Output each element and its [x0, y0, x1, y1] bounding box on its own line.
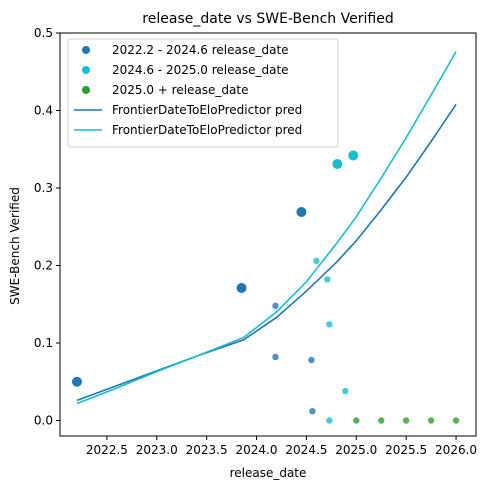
legend-marker	[82, 86, 90, 94]
prediction-line	[76, 51, 457, 405]
legend-label: FrontierDateToEloPredictor pred	[112, 123, 302, 137]
x-tick-label: 2026.0	[435, 443, 477, 457]
legend-marker	[82, 46, 90, 54]
data-point	[71, 376, 82, 387]
data-point	[353, 417, 360, 424]
data-point	[309, 408, 316, 415]
data-point	[427, 417, 435, 424]
legend-label: FrontierDateToEloPredictor pred	[112, 103, 302, 117]
data-point	[272, 353, 279, 361]
data-point	[348, 150, 359, 161]
legend-label: 2025.0 + release_date	[112, 83, 249, 97]
x-tick-label: 2025.5	[385, 443, 427, 457]
data-point	[378, 417, 385, 424]
plot-frame	[59, 32, 477, 437]
data-point	[313, 257, 320, 265]
x-tick-label: 2022.5	[86, 443, 128, 457]
legend-label: 2022.2 - 2024.6 release_date	[112, 43, 289, 57]
y-tick-label: 0.4	[34, 104, 53, 118]
data-point	[296, 207, 307, 218]
legend: 2022.2 - 2024.6 release_date 2024.6 - 202…	[67, 38, 339, 148]
chart-title: release_date vs SWE-Bench Verified	[142, 11, 393, 27]
data-point	[308, 356, 315, 364]
y-tick-label: 0.5	[34, 26, 53, 40]
data-point	[236, 282, 247, 293]
x-tick-label: 2023.5	[186, 443, 228, 457]
data-point	[326, 321, 333, 328]
data-point	[342, 387, 349, 395]
y-tick-label: 0.1	[34, 336, 53, 350]
plot-area	[71, 51, 460, 424]
x-tick-label: 2024.5	[285, 443, 327, 457]
y-tick-label: 0.0	[34, 414, 53, 428]
axis-ticks: 2022.5 2023.0 2023.5 2024.0 2024.5 2025.0 2025…	[34, 26, 477, 457]
legend-box	[67, 38, 339, 148]
data-point	[402, 417, 410, 424]
x-tick-label: 2024.0	[236, 443, 278, 457]
x-tick-label: 2025.0	[335, 443, 377, 457]
data-point	[332, 158, 343, 169]
legend-label: 2024.6 - 2025.0 release_date	[112, 63, 289, 77]
x-axis-label: release_date	[230, 466, 307, 480]
data-point	[452, 417, 460, 424]
y-tick-label: 0.3	[34, 181, 53, 195]
legend-marker	[82, 66, 90, 74]
y-axis-label: SWE-Bench Verified	[8, 187, 22, 305]
data-point	[272, 302, 279, 309]
data-point	[326, 417, 333, 424]
y-tick-label: 0.2	[34, 259, 53, 273]
x-tick-label: 2023.0	[136, 443, 178, 457]
data-point	[324, 276, 331, 283]
